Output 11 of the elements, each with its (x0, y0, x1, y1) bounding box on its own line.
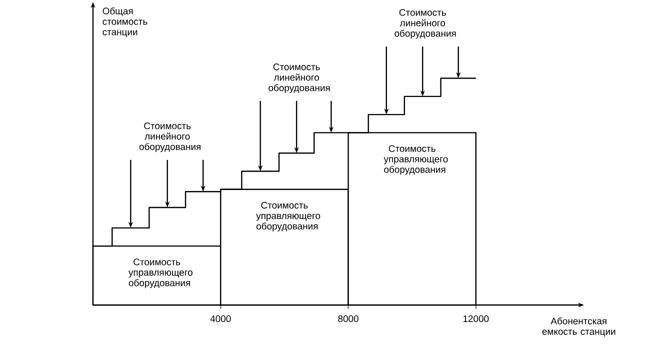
annotation: Стоимость управляющего оборудования (256, 202, 320, 232)
annotation: Стоимость линейного оборудования (139, 122, 200, 152)
x-tick-label: 4000 (210, 315, 231, 322)
annotation: Стоимость управляющего оборудования (384, 145, 448, 175)
annotation: Стоимость линейного оборудования (394, 9, 456, 39)
x-tick-label: 8000 (338, 315, 358, 322)
annotation: Стоимость линейного оборудования (268, 64, 330, 94)
y-axis-title: Общая стоимость станции (102, 7, 148, 38)
x-tick-label: 12000 (463, 315, 489, 322)
annotation: Стоимость управляющего оборудования (128, 258, 192, 288)
x-axis-title: Абонентская емкость станции (542, 317, 616, 337)
